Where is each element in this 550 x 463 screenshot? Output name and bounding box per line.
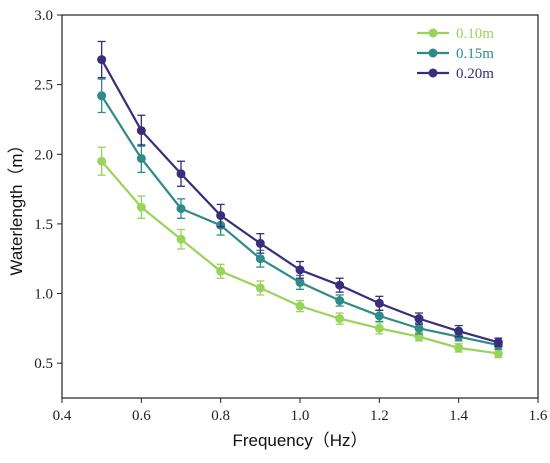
- legend-marker: [428, 68, 438, 78]
- data-point: [136, 202, 146, 212]
- y-tick-label: 2.5: [34, 78, 53, 94]
- data-point: [216, 211, 226, 221]
- series-0.20m: [97, 40, 503, 348]
- data-point: [454, 326, 464, 336]
- series-layer: [97, 40, 503, 359]
- y-axis: 0.5 1.0 1.5 2.0 2.5 3.0: [34, 8, 62, 372]
- data-point: [374, 311, 384, 321]
- data-point: [335, 296, 345, 306]
- data-point: [97, 156, 107, 166]
- data-point: [414, 314, 424, 324]
- data-point: [97, 91, 107, 101]
- data-point: [136, 153, 146, 163]
- legend-label: 0.20m: [456, 66, 494, 82]
- data-point: [414, 323, 424, 333]
- x-axis: 0.4 0.6 0.8 1.0 1.2 1.4 1.6: [53, 398, 548, 424]
- y-tick-label: 2.0: [34, 147, 53, 163]
- x-tick-label: 1.4: [449, 408, 468, 424]
- legend-marker: [428, 48, 438, 58]
- data-point: [295, 277, 305, 287]
- y-tick-label: 3.0: [34, 8, 53, 24]
- y-tick-label: 0.5: [34, 356, 53, 372]
- data-point: [255, 283, 265, 293]
- y-tick-label: 1.0: [34, 287, 53, 303]
- data-point: [97, 55, 107, 65]
- data-point: [374, 298, 384, 308]
- x-tick-label: 0.6: [132, 408, 151, 424]
- x-tick-label: 1.6: [529, 408, 548, 424]
- data-point: [454, 343, 464, 353]
- x-tick-label: 1.2: [370, 408, 389, 424]
- y-axis-title: Waterlength（m）: [7, 136, 26, 275]
- data-point: [295, 265, 305, 275]
- data-point: [176, 169, 186, 179]
- data-point: [136, 126, 146, 136]
- x-tick-label: 0.8: [211, 408, 230, 424]
- data-point: [176, 234, 186, 244]
- legend: 0.10m 0.15m 0.20m: [417, 26, 494, 82]
- legend-marker: [428, 28, 438, 38]
- series-0.10m: [97, 146, 503, 359]
- data-point: [255, 238, 265, 248]
- data-point: [176, 204, 186, 214]
- data-point: [255, 254, 265, 264]
- legend-item: 0.20m: [417, 66, 494, 82]
- legend-label: 0.15m: [456, 46, 494, 62]
- data-point: [374, 323, 384, 333]
- legend-item: 0.10m: [417, 26, 494, 42]
- data-point: [216, 266, 226, 276]
- data-point: [295, 301, 305, 311]
- y-tick-label: 1.5: [34, 217, 53, 233]
- data-point: [493, 337, 503, 347]
- x-tick-label: 0.4: [53, 408, 72, 424]
- data-point: [493, 348, 503, 358]
- data-point: [335, 280, 345, 290]
- legend-label: 0.10m: [456, 26, 494, 42]
- x-tick-label: 1.0: [291, 408, 310, 424]
- data-point: [335, 314, 345, 324]
- x-axis-title: Frequency（Hz）: [232, 431, 367, 450]
- legend-item: 0.15m: [417, 46, 494, 62]
